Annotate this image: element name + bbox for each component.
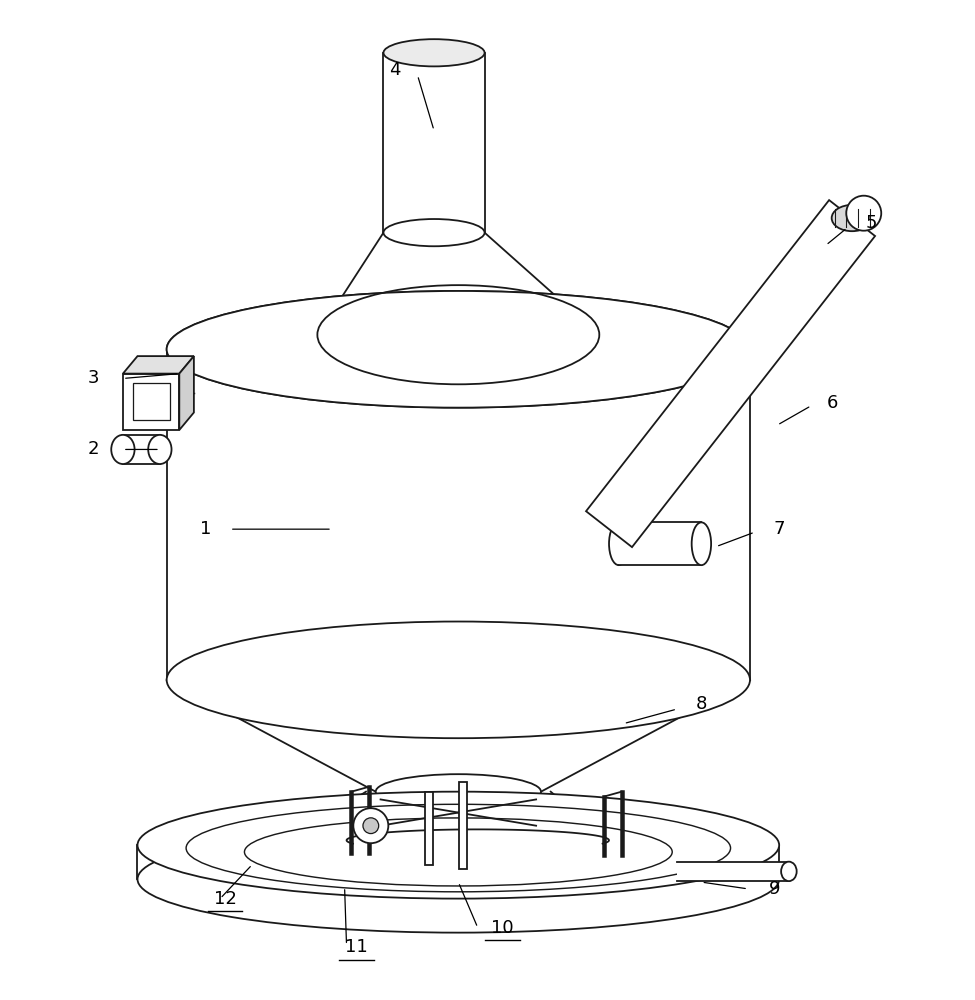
Text: 1: 1 <box>200 520 212 538</box>
Polygon shape <box>167 680 750 792</box>
Circle shape <box>353 808 388 843</box>
Polygon shape <box>317 233 600 335</box>
Polygon shape <box>586 200 876 547</box>
Ellipse shape <box>167 291 750 408</box>
Ellipse shape <box>167 622 750 738</box>
Ellipse shape <box>375 774 541 809</box>
Polygon shape <box>619 522 701 565</box>
Ellipse shape <box>137 826 779 933</box>
Polygon shape <box>425 792 433 865</box>
Polygon shape <box>137 845 779 879</box>
Ellipse shape <box>148 435 172 464</box>
Text: 2: 2 <box>88 440 99 458</box>
Ellipse shape <box>111 435 135 464</box>
Circle shape <box>363 818 378 834</box>
Polygon shape <box>123 356 194 374</box>
Text: 10: 10 <box>490 919 514 937</box>
Circle shape <box>846 196 881 231</box>
Text: 3: 3 <box>88 369 99 387</box>
Ellipse shape <box>781 862 797 881</box>
Text: 7: 7 <box>773 520 785 538</box>
Polygon shape <box>383 53 485 233</box>
Ellipse shape <box>137 792 779 899</box>
Ellipse shape <box>691 522 711 565</box>
Text: 9: 9 <box>768 880 780 898</box>
Text: 8: 8 <box>696 695 707 713</box>
Ellipse shape <box>832 205 873 231</box>
Ellipse shape <box>609 522 629 565</box>
Text: 5: 5 <box>866 214 878 232</box>
Polygon shape <box>123 435 160 464</box>
Polygon shape <box>179 356 194 430</box>
Polygon shape <box>123 374 179 430</box>
Polygon shape <box>133 383 170 420</box>
Text: 6: 6 <box>827 394 838 412</box>
Ellipse shape <box>383 219 485 246</box>
Text: 4: 4 <box>389 61 401 79</box>
Polygon shape <box>459 782 467 869</box>
Ellipse shape <box>383 39 485 66</box>
Text: 12: 12 <box>214 890 236 908</box>
Text: 11: 11 <box>345 938 368 956</box>
Polygon shape <box>167 349 750 680</box>
Ellipse shape <box>167 291 750 408</box>
Polygon shape <box>677 862 789 881</box>
